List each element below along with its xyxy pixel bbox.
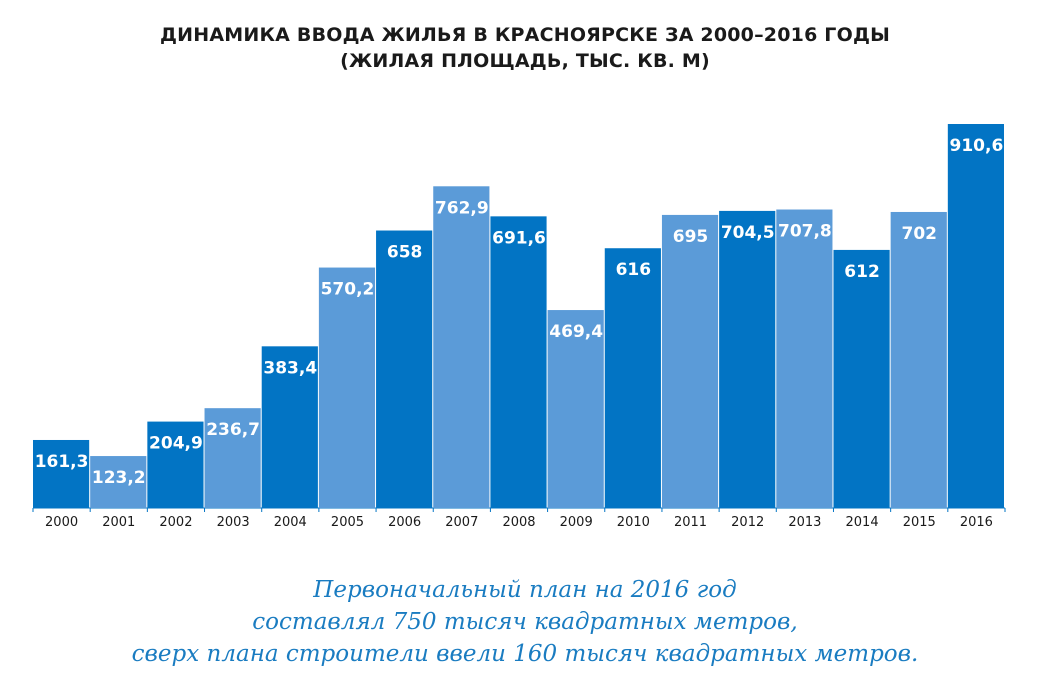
bar-2009 (547, 310, 604, 508)
bar-2013 (776, 209, 833, 508)
bar-2011 (661, 214, 719, 509)
x-tick-label-2011: 2011 (674, 515, 707, 530)
x-tick-label-2013: 2013 (788, 515, 821, 530)
caption: Первоначальный план на 2016 год составля… (0, 574, 1050, 670)
bar-2001 (90, 456, 147, 508)
data-label-2013: 707,8 (778, 222, 832, 242)
data-label-2006: 658 (387, 243, 423, 263)
data-label-2016: 910,6 (950, 136, 1004, 156)
chart-title: ДИНАМИКА ВВОДА ЖИЛЬЯ В КРАСНОЯРСКЕ ЗА 20… (0, 22, 1050, 74)
bar-2002 (147, 421, 204, 508)
data-label-2014: 612 (844, 262, 880, 282)
bar-chart: 161,3 2000 123,2 2001 204,9 2002 236,7 2003 383,… (32, 124, 1006, 530)
chart-title-line-1: ДИНАМИКА ВВОДА ЖИЛЬЯ В КРАСНОЯРСКЕ ЗА 20… (160, 24, 890, 46)
x-tick-label-2010: 2010 (617, 515, 650, 530)
x-tick-label-2012: 2012 (731, 515, 764, 530)
data-label-2011: 695 (673, 227, 709, 247)
bar-2008 (490, 216, 547, 508)
bar-2003 (204, 408, 261, 508)
data-label-2000: 161,3 (35, 452, 89, 472)
x-tick-label-2009: 2009 (560, 515, 593, 530)
x-tick-label-2004: 2004 (274, 515, 307, 530)
x-tick-label-2002: 2002 (159, 515, 192, 530)
bar-2005 (318, 267, 376, 508)
x-tick-label-2016: 2016 (960, 515, 993, 530)
data-label-2003: 236,7 (206, 420, 260, 440)
data-label-2005: 570,2 (321, 280, 375, 300)
x-tick-label-2003: 2003 (217, 515, 250, 530)
data-label-2008: 691,6 (492, 228, 546, 248)
x-tick-label-2007: 2007 (445, 515, 478, 530)
caption-line-1: Первоначальный план на 2016 год (313, 577, 737, 603)
bar-2000 (33, 439, 90, 508)
x-tick-label-2000: 2000 (45, 515, 78, 530)
bar-2006 (376, 230, 433, 508)
bar-2004 (261, 346, 318, 508)
data-label-2015: 702 (901, 224, 937, 244)
bar-2014 (833, 249, 890, 509)
bar-2010 (604, 248, 661, 509)
data-label-2002: 204,9 (149, 434, 203, 454)
data-label-2004: 383,4 (263, 358, 317, 378)
caption-line-3: сверх плана строители ввели 160 тысяч кв… (131, 641, 919, 667)
chart-title-line-2: (ЖИЛАЯ ПЛОЩАДЬ, ТЫС. КВ. М) (340, 50, 710, 72)
x-tick-label-2006: 2006 (388, 515, 421, 530)
x-tick-label-2015: 2015 (903, 515, 936, 530)
bar-2015 (890, 211, 947, 508)
data-label-2010: 616 (616, 260, 652, 280)
x-tick-label-2008: 2008 (502, 515, 535, 530)
data-label-2007: 762,9 (435, 198, 489, 218)
bar-2012 (719, 210, 776, 508)
data-label-2001: 123,2 (92, 468, 146, 488)
data-label-2012: 704,5 (721, 223, 775, 243)
bar-2007 (433, 186, 490, 509)
caption-line-2: составлял 750 тысяч квадратных метров, (252, 609, 798, 635)
x-tick-label-2014: 2014 (846, 515, 879, 530)
bar-2016 (947, 124, 1004, 508)
x-tick-label-2001: 2001 (102, 515, 135, 530)
x-tick-label-2005: 2005 (331, 515, 364, 530)
data-label-2009: 469,4 (549, 322, 603, 342)
